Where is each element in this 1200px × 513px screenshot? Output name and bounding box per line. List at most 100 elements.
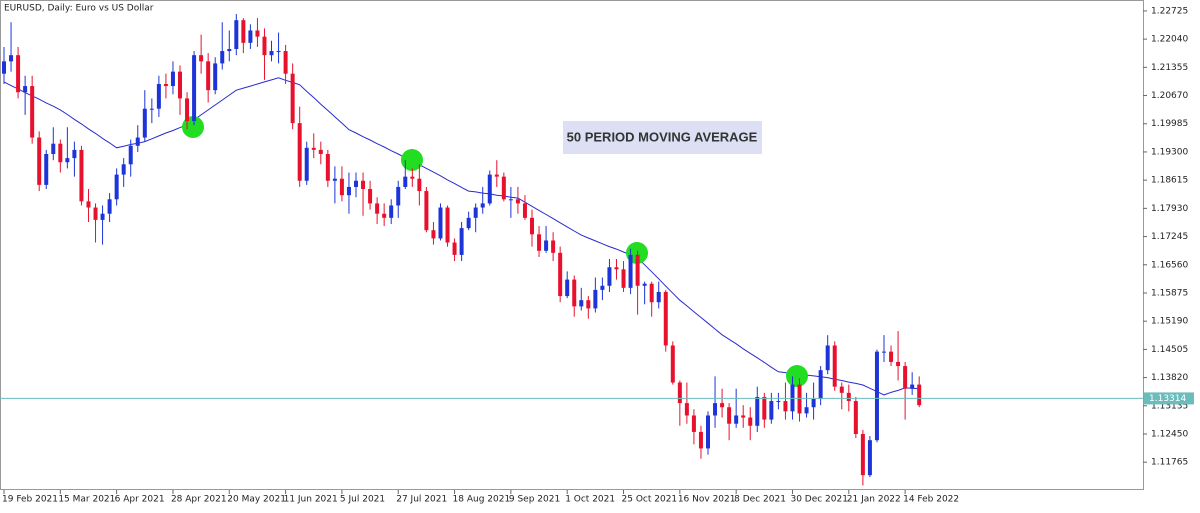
candle-body (684, 403, 689, 416)
candle-body (325, 154, 330, 181)
candle-body (846, 392, 851, 402)
candle-body (853, 401, 858, 434)
last-price-box (1144, 392, 1194, 405)
x-tick-label: 21 Jan 2022 (847, 495, 901, 505)
candle-body (466, 217, 471, 229)
candle-body (346, 186, 351, 196)
x-tick-label: 11 Jun 2021 (284, 495, 338, 505)
candle-body (16, 55, 21, 93)
candle-body (741, 415, 746, 418)
candle-body (628, 254, 633, 288)
candle-body (558, 252, 563, 297)
x-tick-label: 19 Feb 2021 (2, 495, 58, 505)
candle-body (537, 234, 542, 251)
candle-body (65, 158, 70, 163)
candle-body (797, 384, 802, 414)
candle-body (290, 73, 295, 124)
candle-body (37, 137, 42, 185)
candle-body (185, 98, 190, 122)
candle-body (114, 174, 119, 200)
x-tick-label: 14 Feb 2022 (903, 495, 959, 505)
candle-body (818, 370, 823, 399)
candle-body (262, 36, 267, 56)
candle-body (459, 228, 464, 255)
candle-body (417, 178, 422, 192)
candle-body (410, 176, 415, 179)
candle-body (656, 291, 661, 303)
candle-body (255, 30, 260, 37)
candle-body (44, 154, 49, 185)
x-tick-label: 1 Oct 2021 (565, 495, 615, 505)
candle-body (635, 254, 640, 286)
candle-body (586, 300, 591, 309)
candle-body (649, 283, 654, 303)
candle-body (276, 51, 281, 53)
highlight-circle (401, 149, 423, 171)
candle-body (199, 55, 204, 62)
candle-body (713, 403, 718, 416)
candle-body (368, 189, 373, 204)
x-tick-label: 25 Oct 2021 (622, 495, 678, 505)
candle-body (565, 279, 570, 297)
y-tick-label: 1.22725 (1151, 6, 1188, 16)
candle-body (776, 401, 781, 403)
candle-body (811, 399, 816, 408)
candle-body (396, 186, 401, 206)
candle-body (86, 201, 91, 208)
candle-body (839, 386, 844, 393)
candle-body (551, 240, 556, 253)
candle-body (530, 217, 534, 235)
candle-body (304, 147, 309, 181)
candle-body (382, 213, 387, 218)
y-tick-label: 1.17245 (1151, 232, 1188, 242)
x-tick-label: 5 Jul 2021 (340, 495, 385, 505)
candle-body (670, 345, 675, 383)
candle-body (663, 291, 668, 346)
candle-body (424, 191, 429, 231)
candle-body (473, 207, 478, 218)
y-tick-label: 1.22040 (1151, 35, 1188, 45)
annotation: 50 PERIOD MOVING AVERAGE (567, 129, 758, 144)
candle-body (318, 149, 323, 154)
candle-body (579, 300, 584, 307)
candle-body (438, 207, 443, 239)
candle-body (889, 351, 894, 362)
candle-body (480, 203, 485, 208)
candle-body (607, 267, 612, 286)
candle-body (804, 407, 809, 414)
candle-body (234, 20, 239, 49)
candle-body (361, 180, 366, 189)
candle-body (734, 415, 739, 424)
candle-body (297, 123, 302, 181)
candle-body (825, 345, 830, 371)
candle-body (706, 415, 710, 449)
candle-body (910, 384, 915, 389)
candle-body (748, 417, 753, 426)
candle-body (79, 149, 84, 202)
candle-body (213, 63, 218, 91)
x-tick-label: 18 Aug 2021 (453, 495, 511, 505)
candle-body (128, 145, 133, 165)
candle-body (142, 108, 147, 138)
candle-body (283, 51, 288, 74)
candle-body (227, 49, 232, 52)
highlight-circle (786, 365, 808, 387)
x-tick-label: 20 May 2021 (227, 495, 286, 505)
candle-body (917, 384, 922, 406)
y-tick-label: 1.11765 (1151, 458, 1188, 468)
x-tick-label: 27 Jul 2021 (396, 495, 447, 505)
candle-body (896, 361, 901, 367)
candle-body (720, 403, 725, 408)
candle-body (389, 205, 394, 218)
candle-body (593, 289, 598, 309)
candle-body (508, 199, 513, 201)
candle-body (220, 51, 225, 64)
candle-body (149, 108, 154, 110)
candle-body (522, 203, 527, 218)
candle-body (487, 174, 492, 204)
candle-body (2, 61, 6, 74)
candle-body (100, 213, 105, 220)
annotation-box (563, 121, 762, 154)
candle-body (72, 149, 77, 159)
